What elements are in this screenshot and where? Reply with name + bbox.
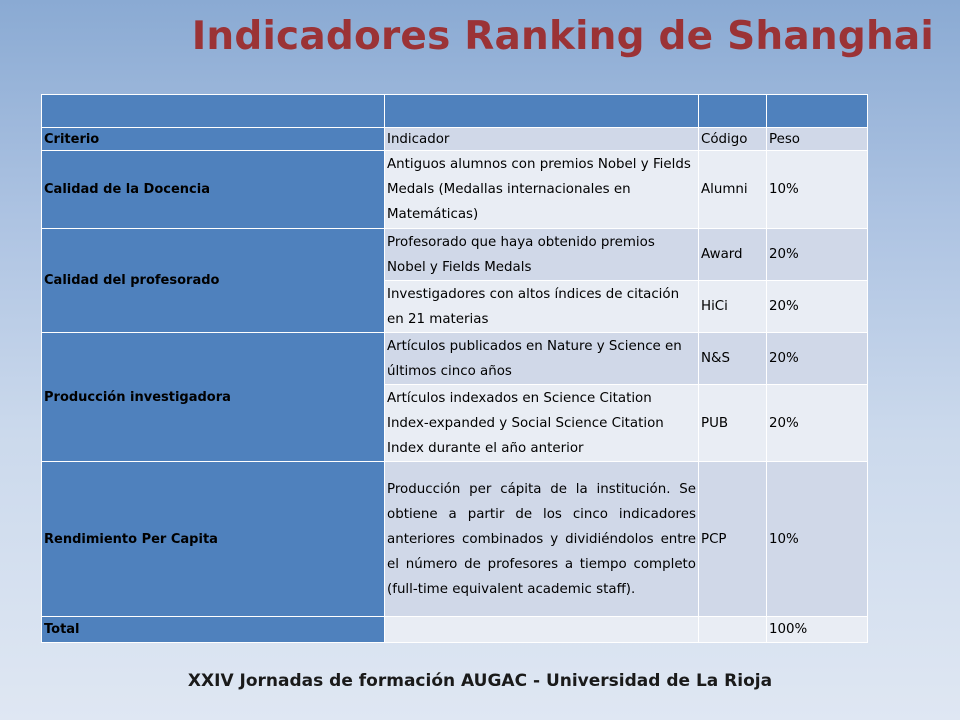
indicador-cell: Investigadores con altos índices de cita… [384, 280, 699, 333]
col-label-peso: Peso [766, 127, 868, 151]
codigo-cell: PCP [698, 461, 767, 617]
slide-title: Indicadores Ranking de Shanghai [191, 14, 934, 59]
slide-footer: XXIV Jornadas de formación AUGAC - Unive… [187, 671, 773, 691]
criterio-docencia: Calidad de la Docencia [41, 150, 385, 229]
peso-cell: 20% [766, 384, 868, 462]
ranking-indicators-table: Criterio Indicador Código Peso Calidad d… [41, 94, 868, 643]
indicador-cell: Antiguos alumnos con premios Nobel y Fie… [384, 150, 699, 229]
peso-cell: 20% [766, 280, 868, 333]
peso-cell: 20% [766, 228, 868, 281]
col-label-criterio: Criterio [41, 127, 385, 151]
header-band-cell [766, 94, 868, 128]
table-row: Producción investigadora Artículos publi… [41, 332, 868, 462]
table-row: Calidad de la Docencia Antiguos alumnos … [41, 150, 868, 229]
codigo-cell: N&S [698, 332, 767, 385]
codigo-cell: Alumni [698, 150, 767, 229]
criterio-produccion: Producción investigadora [41, 332, 385, 462]
header-band-cell [384, 94, 699, 128]
indicador-cell: Artículos publicados en Nature y Science… [384, 332, 699, 385]
peso-cell: 20% [766, 332, 868, 385]
indicador-cell: Profesorado que haya obtenido premios No… [384, 228, 699, 281]
indicador-cell: Producción per cápita de la institución.… [384, 461, 699, 617]
criterio-profesorado: Calidad del profesorado [41, 228, 385, 333]
total-empty-cell [384, 616, 699, 643]
codigo-cell: Award [698, 228, 767, 281]
total-peso: 100% [766, 616, 868, 643]
total-label: Total [41, 616, 385, 643]
peso-cell: 10% [766, 461, 868, 617]
table-header-band [41, 94, 868, 128]
column-labels-row: Criterio Indicador Código Peso [41, 127, 868, 151]
criterio-rendimiento: Rendimiento Per Capita [41, 461, 385, 617]
col-label-indicador: Indicador [384, 127, 699, 151]
col-label-codigo: Código [698, 127, 767, 151]
codigo-cell: PUB [698, 384, 767, 462]
total-row: Total 100% [41, 616, 868, 643]
total-empty-cell [698, 616, 767, 643]
header-band-cell [41, 94, 385, 128]
header-band-cell [698, 94, 767, 128]
codigo-cell: HiCi [698, 280, 767, 333]
table-row: Calidad del profesorado Profesorado que … [41, 228, 868, 333]
peso-cell: 10% [766, 150, 868, 229]
table-row: Rendimiento Per Capita Producción per cá… [41, 461, 868, 617]
indicador-cell: Artículos indexados en Science Citation … [384, 384, 699, 462]
table-row: Investigadores con altos índices de cita… [41, 280, 868, 333]
